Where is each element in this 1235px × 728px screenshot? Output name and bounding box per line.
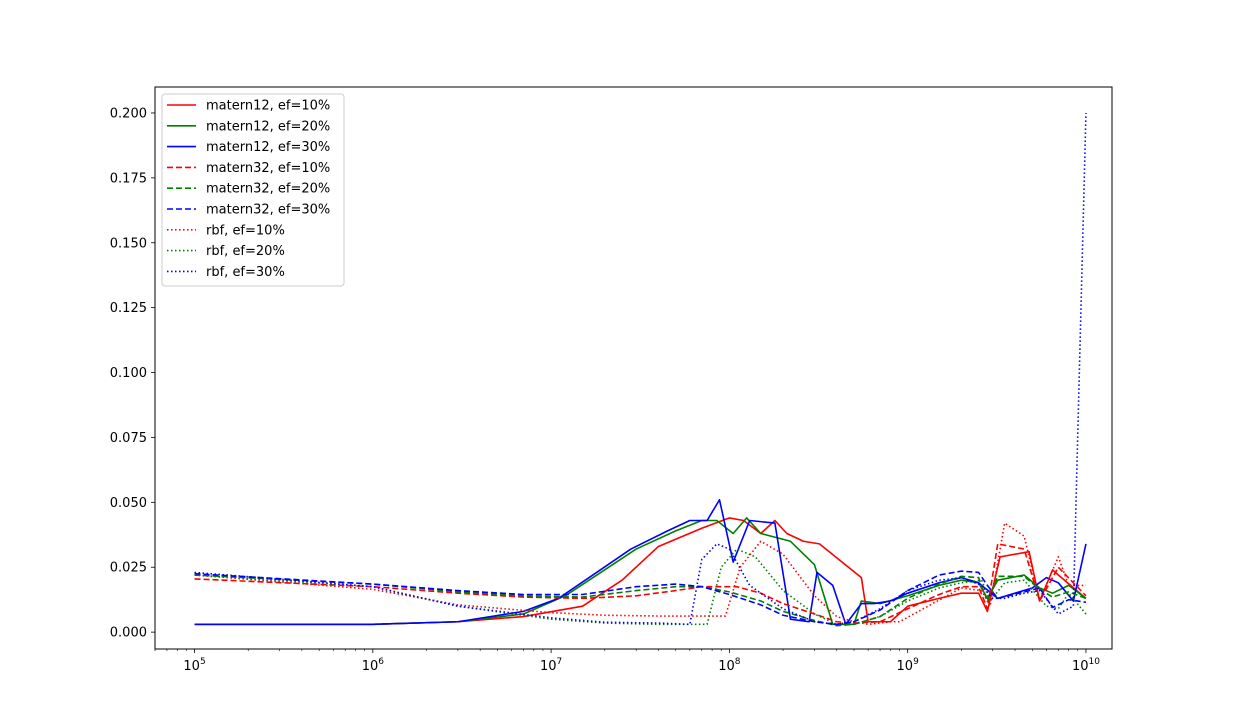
legend-label-3: matern32, ef=10% <box>206 161 330 176</box>
y-tick-label-6: 0.150 <box>110 236 147 251</box>
series-line-4 <box>194 574 1087 627</box>
y-axis: 0.000 0.025 0.050 0.075 0.100 0.125 0.150 0.175… <box>110 106 155 641</box>
x-tick-label-3: 108 <box>718 657 741 674</box>
x-tick-label-4: 109 <box>897 657 920 674</box>
x-axis: 105 106 107 108 109 1010 <box>154 649 1100 674</box>
series-line-0 <box>194 517 1087 626</box>
series-line-3 <box>194 543 1087 624</box>
x-tick-label-1: 106 <box>362 657 385 674</box>
y-tick-label-8: 0.200 <box>110 106 147 121</box>
legend-label-5: matern32, ef=30% <box>206 203 330 218</box>
legend: matern12, ef=10% matern12, ef=20% matern12… <box>161 93 345 287</box>
series-line-5 <box>194 570 1087 626</box>
y-tick-label-5: 0.125 <box>110 301 147 316</box>
y-tick-label-4: 0.100 <box>110 366 147 381</box>
y-tick-label-1: 0.025 <box>110 561 147 576</box>
legend-label-2: matern12, ef=30% <box>206 140 330 155</box>
legend-label-6: rbf, ef=10% <box>206 223 285 238</box>
x-tick-label-5: 1010 <box>1072 657 1100 674</box>
series-line-1 <box>194 517 1087 626</box>
x-tick-label-2: 107 <box>540 657 562 674</box>
plot-frame <box>154 86 1113 650</box>
legend-box <box>161 93 345 287</box>
y-tick-label-3: 0.075 <box>110 431 147 446</box>
legend-label-7: rbf, ef=20% <box>206 244 285 259</box>
y-tick-label-0: 0.000 <box>110 626 147 641</box>
y-tick-label-7: 0.175 <box>110 171 147 186</box>
legend-label-8: rbf, ef=30% <box>206 265 285 280</box>
series-layer <box>194 112 1087 627</box>
x-tick-label-0: 105 <box>183 657 205 674</box>
legend-label-1: matern12, ef=20% <box>206 119 330 134</box>
y-tick-label-2: 0.050 <box>110 496 147 511</box>
legend-label-0: matern12, ef=10% <box>206 99 330 114</box>
legend-label-4: matern32, ef=20% <box>206 182 330 197</box>
